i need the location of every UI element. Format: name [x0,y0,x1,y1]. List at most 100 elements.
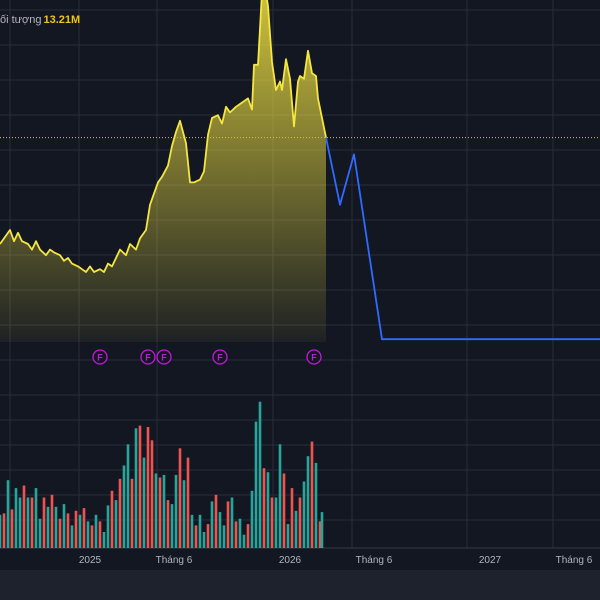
volume-bar [314,462,318,548]
volume-bar [22,485,26,548]
volume-bar [286,524,290,548]
event-marker-0[interactable]: F [92,349,108,365]
volume-bar [126,444,130,548]
volume-bar [218,512,222,548]
volume-bar [258,401,262,548]
volume-bar [14,488,18,548]
event-marker-circle [140,349,156,365]
volume-bar [214,494,218,548]
volume-bar [174,474,178,548]
volume-bar [138,425,142,548]
event-marker-circle [212,349,228,365]
volume-bar [86,521,90,548]
volume-bar [226,501,230,548]
volume-bar [206,524,210,548]
volume-bar [78,514,82,549]
volume-bar [250,490,254,548]
volume-bar [320,512,324,548]
volume-bar [26,497,30,548]
volume-bar [166,500,170,548]
volume-bar [170,504,174,548]
x-tick-label: 2025 [79,555,102,566]
volume-bar [0,514,2,549]
volume-bar [94,514,98,549]
x-tick-label: Tháng 6 [156,555,193,566]
event-marker-label: F [217,353,223,363]
volume-bar [102,532,106,548]
volume-bar [130,478,134,548]
event-marker-label: F [311,353,317,363]
volume-bar [54,506,58,548]
footer-bar [0,570,600,600]
volume-bar [278,444,282,548]
volume-bar [34,488,38,548]
volume-bar [62,504,66,548]
volume-bar [154,473,158,548]
volume-bar [134,428,138,548]
volume-bar [162,474,166,548]
x-tick-label: Tháng 6 [556,555,593,566]
volume-bar [110,490,114,548]
volume-bar [30,497,34,548]
volume-bar [50,494,54,548]
volume-bar [254,421,258,548]
volume-bar [194,525,198,548]
volume-bar [58,518,62,548]
volume-bar [146,427,150,548]
volume-bar [210,501,214,548]
volume-bar [66,513,70,548]
volume-bar [190,514,194,549]
volume-bar [306,456,310,548]
volume-bar [46,506,50,548]
volume-bar [82,508,86,548]
time-axis-band [0,548,600,570]
event-marker-4[interactable]: F [306,349,322,365]
x-tick-label: 2026 [279,555,302,566]
volume-bar [106,505,110,548]
price-area [0,0,326,342]
event-marker-label: F [145,353,151,363]
volume-bar [266,472,270,548]
volume-bar [294,510,298,548]
x-tick-label: Tháng 6 [356,555,393,566]
event-marker-circle [156,349,172,365]
volume-bar [242,534,246,548]
price-area-fill [0,0,326,342]
volume-bar [158,477,162,548]
volume-bar [234,521,238,548]
volume-bar [6,480,10,548]
volume-bar [282,473,286,548]
event-marker-2[interactable]: F [156,349,172,365]
volume-bar [310,441,314,548]
volume-bar [90,525,94,548]
volume-bar [186,457,190,548]
legend: ối tượng 13.21M [0,14,80,26]
legend-value: 13.21M [43,14,81,26]
volume-bar [122,465,126,548]
volume-bar [270,497,274,548]
volume-bar [182,480,186,548]
volume-bar [298,497,302,548]
price-series-line [0,0,327,273]
volume-bar [98,521,102,548]
event-marker-3[interactable]: F [212,349,228,365]
volume-bar [42,497,46,548]
event-marker-label: F [161,353,167,363]
volume-bar [18,497,22,548]
forecast-series-line [325,137,600,341]
volume-bar [222,525,226,548]
volume-bar [262,468,266,548]
volume-bar [150,440,154,548]
volume-bar [10,509,14,548]
event-marker-label: F [97,353,103,363]
x-tick-label: 2027 [479,555,502,566]
volume-bar [202,532,206,548]
volume-bar [142,457,146,548]
volume-bar [198,514,202,549]
price-line [0,0,327,273]
event-marker-1[interactable]: F [140,349,156,365]
event-marker-circle [306,349,322,365]
volume-bar [238,518,242,548]
